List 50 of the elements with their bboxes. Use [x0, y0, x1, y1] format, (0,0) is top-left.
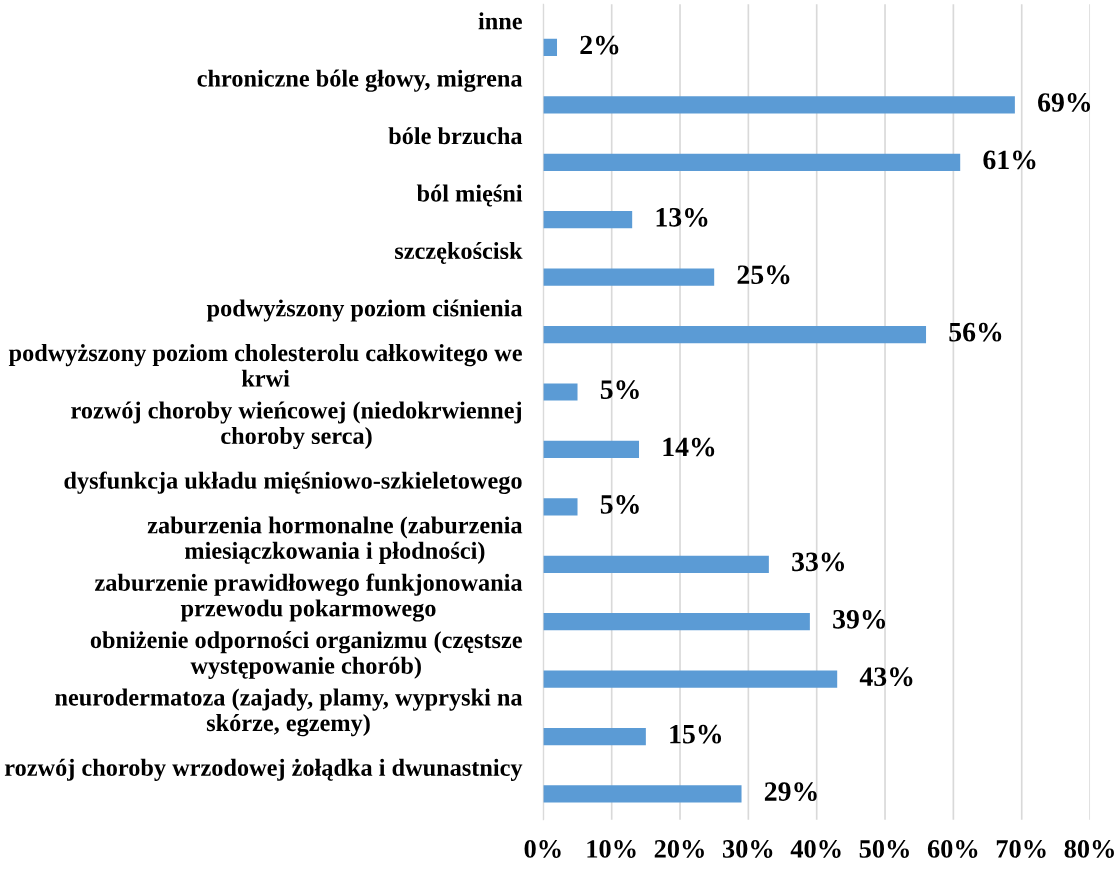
- bar: [543, 785, 742, 803]
- bar: [543, 268, 715, 286]
- data-label: 43%: [859, 667, 913, 687]
- data-label: 5%: [600, 495, 639, 514]
- y-tick-label: rozwój choroby wrzodowej żołądka i dwunastnicy: [4, 758, 523, 781]
- bar: [543, 38, 558, 57]
- bar: [543, 670, 838, 688]
- y-tick-label: szczękościsk: [395, 241, 523, 264]
- y-tick-label: podwyższony poziom ciśnienia: [206, 299, 523, 322]
- data-label: 14%: [663, 437, 715, 457]
- y-tick-label: bóle brzucha: [388, 127, 523, 145]
- x-tick-label: 40%: [790, 840, 841, 858]
- bar: [543, 613, 810, 631]
- x-tick-label: 20%: [654, 840, 704, 858]
- data-label: 56%: [949, 322, 1002, 342]
- x-tick-label: 70%: [996, 840, 1046, 858]
- bar: [543, 153, 961, 171]
- data-label: 15%: [670, 724, 722, 744]
- y-tick-label: podwyższony poziom cholesterolu całkowitego we krwi: [8, 344, 522, 387]
- data-label: 69%: [1038, 93, 1091, 112]
- bar: [543, 498, 578, 516]
- y-tick-label: neurodermatoza (zajady, plamy, wypryski na skórze, egzemy): [55, 688, 523, 737]
- bar: [543, 727, 646, 746]
- y-tick-label: zaburzenia hormonalne (zaburzenia miesiączkowania i płodności): [147, 516, 523, 564]
- data-label: 2%: [580, 35, 619, 55]
- bar: [543, 325, 927, 344]
- y-tick-label: dysfunkcja układu mięśniowo-szkieletowego: [64, 471, 522, 494]
- data-label: 5%: [600, 380, 639, 400]
- bar: [543, 211, 633, 229]
- data-label: 13%: [656, 207, 708, 227]
- y-tick-label: ból mięśni: [416, 184, 523, 207]
- bar: [543, 96, 1015, 114]
- y-tick-label: inne: [478, 12, 522, 30]
- y-tick-label: rozwój choroby wieńcowej (niedokrwiennej choroby serca): [71, 401, 522, 450]
- x-tick-label: 50%: [859, 840, 909, 858]
- x-tick-label: 10%: [587, 840, 636, 858]
- x-tick-label: 80%: [1064, 840, 1114, 858]
- bar: [543, 555, 769, 573]
- bar: [543, 383, 578, 401]
- x-tick-label: 0%: [524, 840, 561, 858]
- data-label: 39%: [833, 609, 886, 629]
- data-label: 29%: [764, 782, 817, 802]
- data-label: 61%: [983, 150, 1036, 170]
- y-tick-label: obniżenie odporności organizmu (częstsze występowanie chorób): [90, 631, 522, 679]
- data-label: 25%: [737, 265, 790, 285]
- bar: [543, 440, 640, 459]
- y-tick-label: chroniczne bóle głowy, migrena: [197, 69, 523, 92]
- x-tick-label: 60%: [927, 840, 978, 858]
- x-tick-label: 30%: [722, 840, 773, 858]
- data-label: 33%: [792, 552, 845, 572]
